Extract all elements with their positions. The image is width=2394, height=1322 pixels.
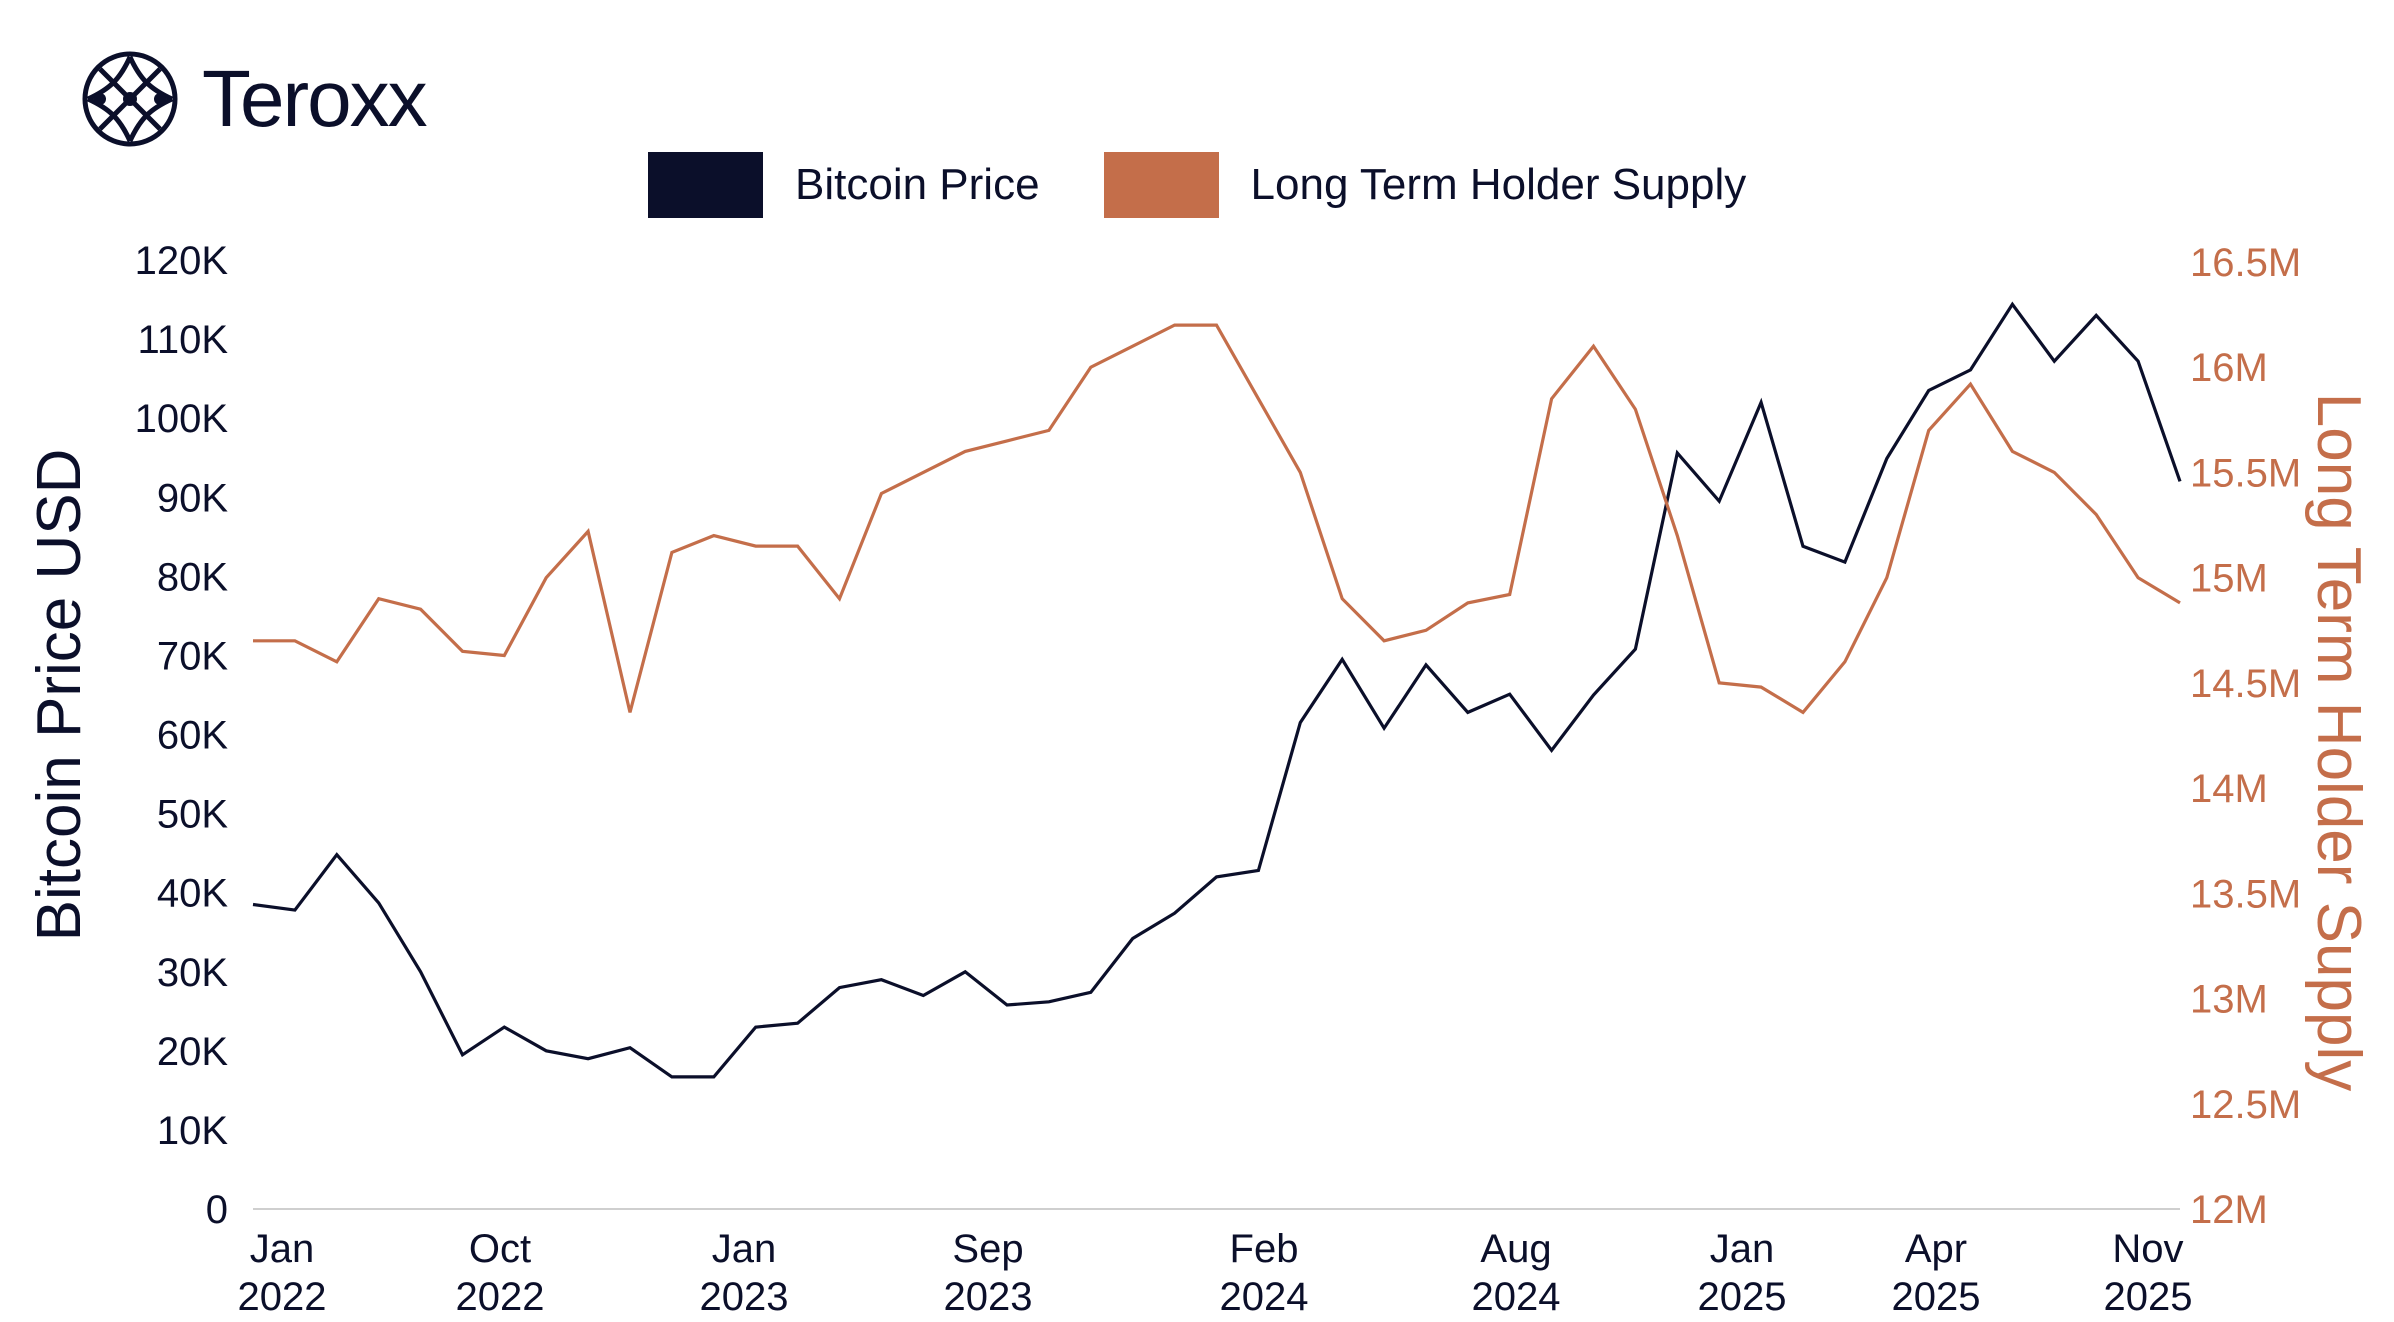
y-left-tick-label: 10K	[157, 1109, 228, 1153]
y-right-tick-label: 12.5M	[2190, 1083, 2301, 1127]
x-tick-label-year: 2025	[1698, 1275, 1787, 1319]
y-left-tick-label: 90K	[157, 476, 228, 520]
x-tick-label-month: Jan	[250, 1227, 315, 1271]
x-tick-label-month: Aug	[1480, 1227, 1551, 1271]
y-right-tick-label: 16.5M	[2190, 241, 2301, 285]
y-left-tick-label: 120K	[135, 239, 229, 283]
y-right-tick-label: 15.5M	[2190, 451, 2301, 495]
x-tick-label-year: 2025	[1892, 1275, 1981, 1319]
y-left-tick-label: 100K	[135, 397, 229, 441]
x-tick-label-month: Oct	[469, 1227, 531, 1271]
teroxx-logo-icon	[82, 51, 178, 147]
y-right-tick-label: 13M	[2190, 978, 2268, 1022]
y-right-axis-title: Long Term Holder Supply	[2304, 393, 2373, 1091]
legend-label-lth-supply: Long Term Holder Supply	[1250, 160, 1747, 209]
legend-item-lth-supply: Long Term Holder Supply	[1103, 152, 1747, 218]
y-left-tick-label: 60K	[157, 714, 228, 758]
y-left-axis-title: Bitcoin Price USD	[25, 449, 94, 942]
y-right-tick-label: 13.5M	[2190, 872, 2301, 916]
x-tick-label-year: 2024	[1472, 1275, 1561, 1319]
x-tick-label-year: 2025	[2104, 1275, 2193, 1319]
y-right-tick-label: 12M	[2190, 1188, 2268, 1232]
bitcoin-price-line	[252, 301, 2182, 1079]
chart-axes: 0 10K 20K 30K 40K 50K 60K 70K 80K 90K 100K 110K 120K…	[25, 239, 2373, 1319]
x-tick-label-year: 2023	[944, 1275, 1033, 1319]
y-right-tick-label: 15M	[2190, 557, 2268, 601]
y-left-tick-label: 80K	[157, 555, 228, 599]
y-left-tick-label: 0	[206, 1188, 228, 1232]
legend-swatch-bitcoin-price	[648, 152, 763, 218]
x-tick-label-month: Sep	[952, 1227, 1023, 1271]
x-tick-label-month: Nov	[2112, 1227, 2183, 1271]
brand-name: Teroxx	[202, 54, 428, 143]
lth-supply-line	[253, 323, 2181, 715]
x-tick-label-year: 2024	[1220, 1275, 1309, 1319]
legend-label-bitcoin-price: Bitcoin Price	[795, 160, 1040, 209]
x-tick-label-year: 2023	[700, 1275, 789, 1319]
y-right-tick-label: 14M	[2190, 767, 2268, 811]
x-tick-label-month: Apr	[1905, 1227, 1967, 1271]
y-right-tick-label: 16M	[2190, 346, 2268, 390]
y-right-tick-label: 14.5M	[2190, 662, 2301, 706]
legend-swatch-lth-supply	[1103, 152, 1219, 218]
chart-series	[252, 301, 2182, 1079]
y-left-tick-label: 40K	[157, 872, 228, 916]
x-tick-label-month: Jan	[1710, 1227, 1775, 1271]
x-tick-label-month: Feb	[1230, 1227, 1299, 1271]
x-tick-label-year: 2022	[238, 1275, 327, 1319]
y-left-tick-label: 20K	[157, 1030, 228, 1074]
legend-item-bitcoin-price: Bitcoin Price	[648, 152, 1040, 218]
chart-legend: Bitcoin Price Long Term Holder Supply	[648, 152, 1810, 218]
y-left-tick-label: 110K	[138, 318, 229, 362]
brand-logo: Teroxx	[80, 44, 428, 154]
y-left-tick-label: 30K	[157, 951, 228, 995]
x-tick-label-year: 2022	[456, 1275, 545, 1319]
y-left-tick-label: 50K	[157, 793, 228, 837]
y-left-tick-label: 70K	[157, 634, 228, 678]
x-tick-label-month: Jan	[712, 1227, 777, 1271]
